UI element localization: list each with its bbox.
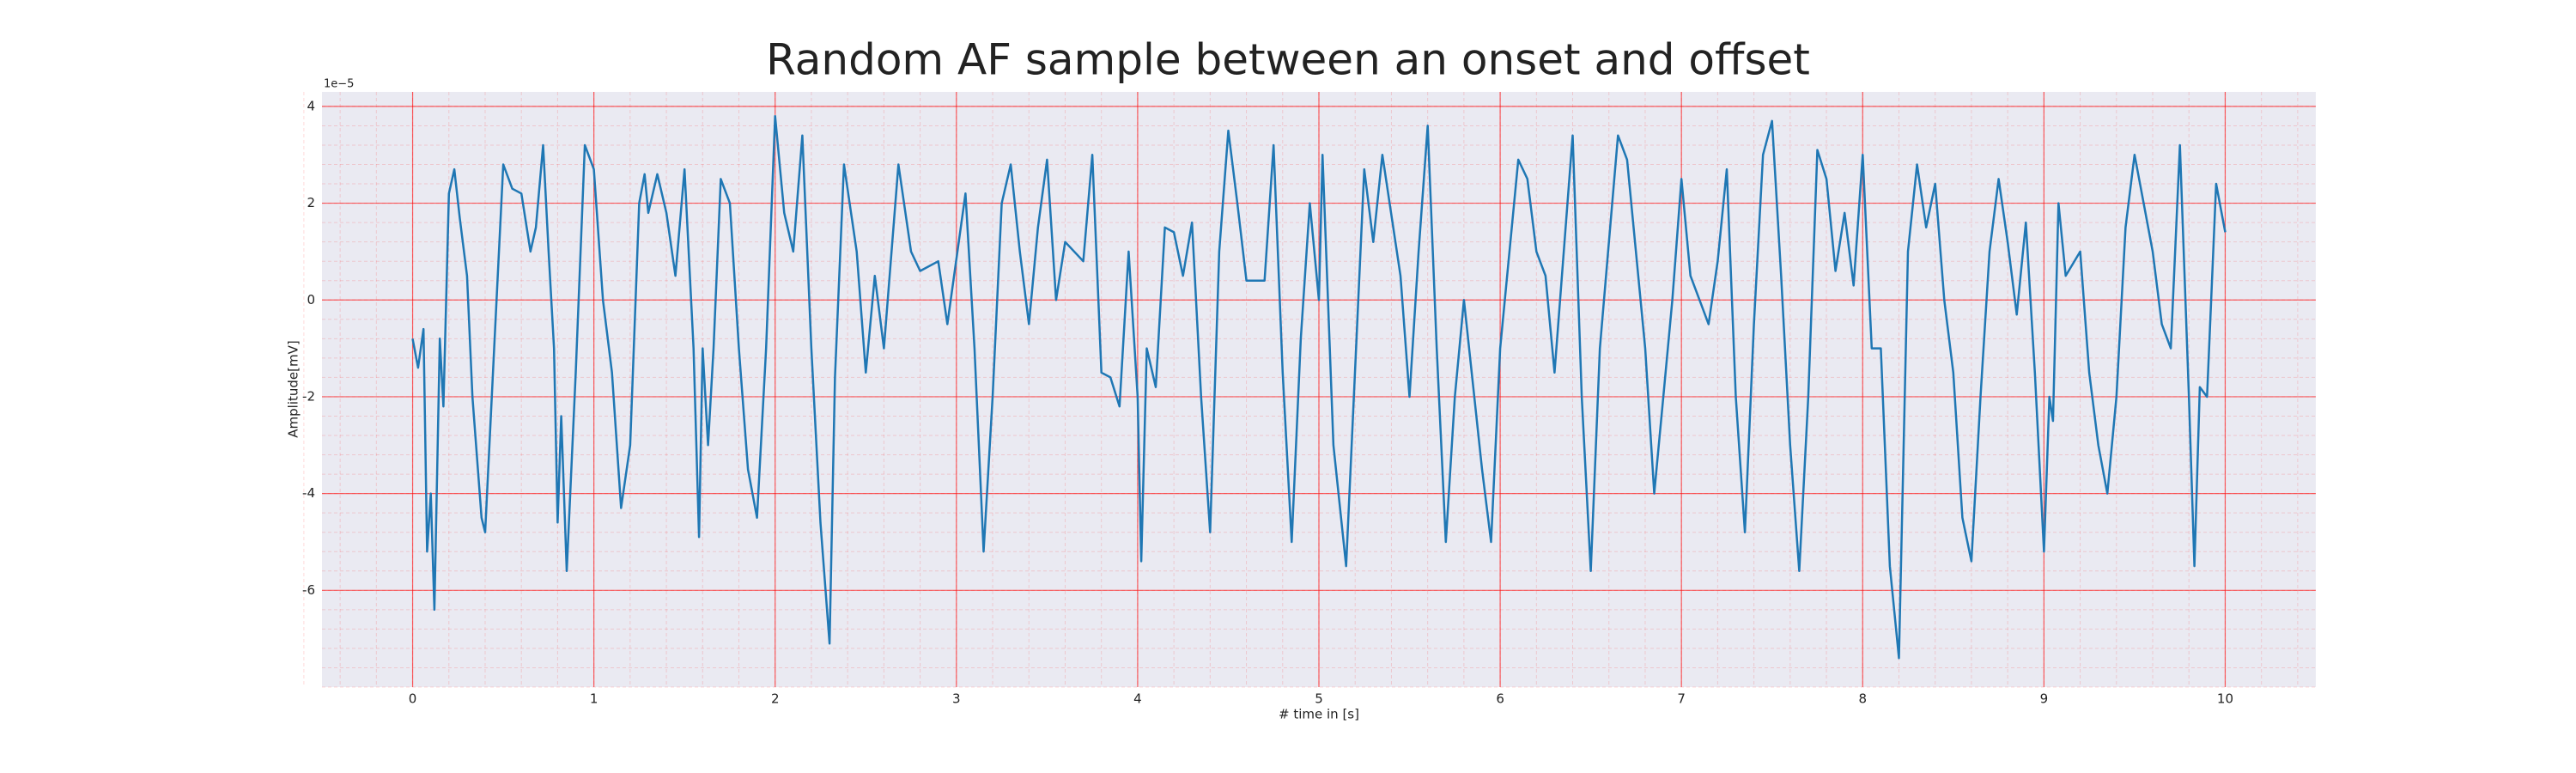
y-tick-label: -2 — [302, 388, 315, 404]
x-tick-label: 4 — [1133, 691, 1142, 707]
chart-title: Random AF sample between an onset and of… — [766, 35, 1810, 85]
y-tick-label: -4 — [302, 485, 315, 501]
x-tick-label: 10 — [2217, 691, 2233, 707]
x-tick-label: 6 — [1496, 691, 1504, 707]
line-series — [411, 114, 2227, 660]
x-tick-label: 1 — [590, 691, 598, 707]
y-tick-label: 4 — [307, 98, 315, 113]
x-tick-label: 2 — [771, 691, 780, 707]
y-offset-label: 1e−5 — [324, 78, 354, 91]
x-tick-label: 9 — [2040, 691, 2049, 707]
x-tick-label: 5 — [1315, 691, 1323, 707]
x-tick-label: 7 — [1677, 691, 1686, 707]
y-axis-label: Amplitude[mV] — [286, 340, 301, 437]
y-tick-label: 2 — [307, 195, 315, 210]
y-tick-label: -6 — [302, 582, 315, 598]
x-tick-label: 0 — [409, 691, 417, 707]
x-axis-label: # time in [s] — [1279, 707, 1359, 722]
x-tick-label: 3 — [952, 691, 961, 707]
x-tick-label: 8 — [1858, 691, 1867, 707]
y-tick-label: 0 — [307, 292, 315, 307]
